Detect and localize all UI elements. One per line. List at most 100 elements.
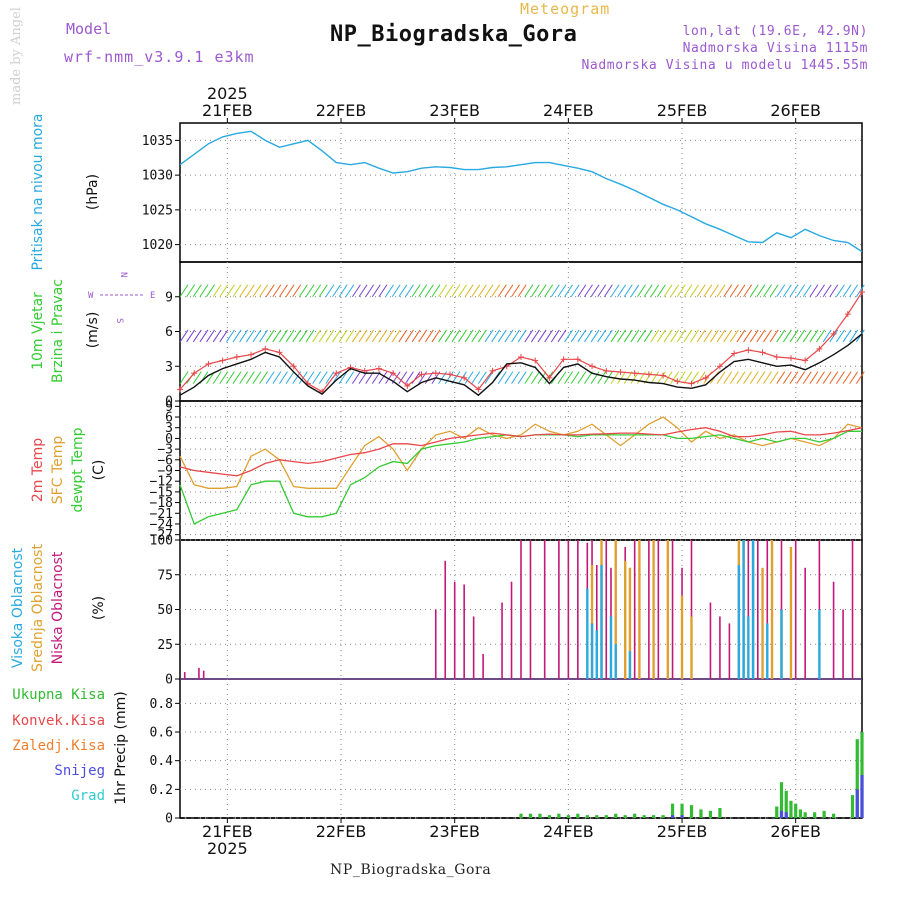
temp-side-label-3: dewpt Temp — [70, 427, 86, 512]
cloud-bar-niska — [605, 540, 608, 679]
wind-barb — [597, 284, 607, 298]
wind-barb — [716, 329, 726, 343]
precip-bar-ukupna-kisa — [689, 805, 694, 818]
wind-barb — [358, 284, 368, 298]
wind-barb — [365, 329, 375, 343]
wind-barb — [179, 371, 189, 384]
precip-bar-snijeg — [670, 815, 675, 818]
precip-bar-ukupna-kisa — [670, 803, 675, 818]
cloud-bar-srednja — [638, 540, 641, 679]
y-tick-label: 3 — [165, 360, 173, 375]
temp-side-label-2: SFC Temp — [50, 436, 66, 505]
wind-barb — [796, 329, 806, 343]
y-tick-label: −3 — [157, 443, 173, 458]
wind-barb — [650, 371, 660, 384]
wind-barb — [723, 284, 733, 298]
wind-barb — [464, 329, 474, 343]
wind-side-label-1: 10m Vjetar — [30, 292, 46, 370]
cloud-bar-niska — [434, 609, 437, 679]
top-date-label: 26FEB — [770, 101, 821, 120]
y-tick-label: −27 — [150, 528, 173, 543]
y-tick-label: −24 — [150, 517, 174, 532]
wind-barb — [590, 371, 600, 384]
wind-barb — [531, 371, 540, 384]
wind-barb — [849, 371, 859, 384]
precip-bar-ukupna-kisa — [585, 815, 589, 818]
wind-barb — [325, 371, 335, 384]
altitude-label: Nadmorska Visina 1115m — [682, 41, 868, 56]
panel-frame-4 — [179, 678, 863, 819]
wind-barb — [531, 284, 540, 298]
cloud-bar-visoka — [586, 588, 589, 679]
wind-barb — [411, 329, 421, 343]
wind-barb — [232, 371, 242, 384]
wind-barb — [491, 329, 501, 343]
wind-barb — [272, 284, 282, 298]
wind-barb — [444, 284, 454, 298]
wind-barb — [312, 284, 322, 298]
wind-barb — [279, 329, 288, 343]
precip-bar-ukupna-kisa — [557, 813, 561, 818]
precip-bar-ukupna-kisa — [718, 807, 722, 818]
wind-barb — [630, 329, 640, 343]
wind-side-label-2: Brzina i Pravac — [50, 279, 66, 383]
wind-barb — [225, 371, 235, 384]
cloud-side-label-3: Niska Oblacnost — [50, 551, 66, 664]
wind-barb — [736, 284, 746, 298]
wind-barb — [816, 284, 825, 298]
wind-barb — [405, 371, 414, 384]
wind-barb — [590, 284, 600, 298]
wind-barb — [703, 284, 713, 298]
wind-barb — [597, 329, 607, 343]
y-tick-label: −15 — [150, 485, 173, 500]
cloud-bar-visoka — [595, 630, 598, 679]
model-name: wrf-nmm_v3.9.1 e3km — [64, 48, 255, 66]
wind-barb — [351, 329, 361, 343]
precip-bar-ukupna-kisa — [604, 815, 608, 818]
wind-barb — [517, 284, 527, 298]
wind-barb — [796, 371, 806, 384]
wind-barb — [451, 329, 461, 343]
wind-barb — [802, 329, 812, 343]
precip-bar-ukupna-kisa — [680, 803, 684, 818]
wind-barb — [550, 329, 560, 343]
wind-barb — [676, 284, 686, 298]
wind-barb — [298, 284, 308, 298]
cloud-bar-visoka — [742, 540, 745, 679]
wind-barb — [597, 371, 607, 384]
y-tick-label: −21 — [150, 507, 173, 522]
wind-barb — [729, 329, 739, 343]
wind-barb — [418, 284, 428, 298]
wind-barb — [637, 329, 646, 343]
precip-bar-ukupna-kisa — [789, 800, 793, 818]
wind-barb — [736, 329, 746, 343]
y-tick-label: −18 — [150, 496, 173, 511]
precip-bar-ukupna-kisa — [708, 810, 713, 818]
wind-barb — [272, 329, 282, 343]
wind-barb — [829, 371, 839, 384]
wind-barb — [836, 284, 845, 298]
model-altitude-label: Nadmorska Visina u modelu 1445.55m — [581, 58, 868, 73]
precip-bar-ukupna-kisa — [779, 782, 784, 818]
wind-barb — [656, 371, 666, 384]
wind-barb — [424, 329, 434, 343]
wind-barb — [676, 329, 686, 343]
wind-barb — [497, 284, 507, 298]
precip-unit-label: 1hr Precip (mm) — [113, 691, 129, 804]
wind-barb — [458, 284, 467, 298]
wind-barb — [550, 284, 560, 298]
wind-barb — [584, 371, 593, 384]
wind-barb — [252, 284, 262, 298]
wind-barb — [544, 284, 554, 298]
wind-barb — [371, 284, 381, 298]
wind-barb — [570, 284, 580, 298]
cloud-bar-niska — [482, 653, 484, 679]
precip-bar-snijeg — [680, 815, 684, 818]
cloud-bar-niska — [832, 581, 835, 679]
wind-barb — [822, 284, 832, 298]
precip-bar-ukupna-kisa — [652, 815, 656, 818]
wind-barb — [225, 284, 235, 298]
temp-side-label-1: 2m Temp — [30, 438, 46, 502]
y-tick-label: 9 — [165, 400, 173, 415]
